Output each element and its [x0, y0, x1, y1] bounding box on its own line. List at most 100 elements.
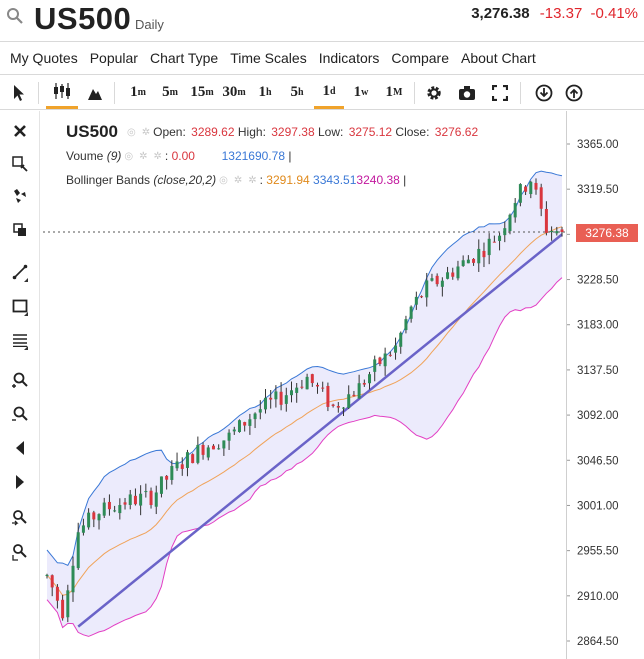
trendline	[77, 233, 563, 628]
remove-icon[interactable]: ✲	[153, 150, 162, 162]
candle-body	[45, 574, 49, 577]
close-icon[interactable]	[8, 120, 32, 142]
settings-small-icon[interactable]: ✲	[233, 174, 243, 186]
scroll-right-icon[interactable]	[8, 471, 32, 493]
eye-icon[interactable]: ◎	[219, 174, 228, 186]
copy-icon[interactable]	[8, 219, 32, 241]
candle-body	[555, 231, 559, 234]
candle-body	[113, 510, 117, 512]
zoom-in-icon[interactable]	[8, 369, 32, 391]
high-value: 3297.38	[271, 125, 315, 139]
candle-body	[399, 332, 403, 347]
candle-body	[430, 278, 434, 281]
timeframe-label: Daily	[135, 17, 164, 32]
candle-body	[388, 354, 392, 356]
candle-body	[529, 181, 533, 195]
y-tick-label: 3046.50	[577, 455, 619, 467]
candle-body	[404, 319, 408, 331]
menu-my-quotes[interactable]: My Quotes	[10, 50, 78, 66]
price-change-pct: -0.41%	[590, 5, 638, 22]
y-tick-label: 3228.50	[577, 275, 619, 287]
menu-popular[interactable]: Popular	[89, 50, 138, 66]
gear-icon[interactable]	[422, 76, 446, 109]
remove-icon[interactable]: ✲	[248, 174, 257, 186]
candle-body	[170, 466, 174, 480]
line-draw-icon[interactable]	[8, 261, 32, 283]
candle-body	[498, 235, 502, 241]
candle-body	[87, 512, 91, 528]
scroll-left-icon[interactable]	[8, 437, 32, 459]
candle-body	[123, 502, 127, 505]
candle-body	[316, 384, 320, 387]
candle-body	[305, 376, 309, 390]
price-chart[interactable]: 3365.003319.503274.003228.503183.003137.…	[0, 111, 644, 659]
y-tick-label: 3001.00	[577, 500, 619, 512]
candle-body	[503, 228, 507, 236]
timescale-30m[interactable]: 30 m	[222, 84, 246, 100]
menu-chart-type[interactable]: Chart Type	[149, 50, 219, 66]
eye-icon[interactable]: ◎	[124, 150, 134, 162]
candle-body	[409, 306, 413, 319]
magnet-icon[interactable]	[8, 507, 32, 529]
cursor-icon[interactable]	[8, 76, 30, 109]
search-icon[interactable]	[6, 7, 24, 25]
open-label: Open:	[153, 125, 186, 139]
low-label: Low:	[317, 125, 344, 139]
camera-icon[interactable]	[455, 76, 479, 109]
candle-body	[482, 250, 486, 258]
menu-bar: My Quotes Popular Chart Type Time Scales…	[0, 41, 644, 75]
candle-body	[456, 266, 460, 279]
fibonacci-icon[interactable]	[8, 329, 32, 351]
volume-label: Voume	[66, 149, 104, 163]
price-axis-border	[566, 111, 567, 659]
settings-small-icon[interactable]: ✲	[141, 126, 151, 138]
price-change: -13.37	[539, 5, 583, 22]
candle-body	[383, 353, 387, 367]
cursor-cross-icon[interactable]	[8, 153, 32, 175]
y-tick-label: 3183.00	[577, 320, 619, 332]
timescale-15m[interactable]: 15 m	[190, 84, 214, 100]
menu-about-chart[interactable]: About Chart	[461, 50, 536, 66]
candle-body	[420, 296, 424, 298]
eye-icon[interactable]: ◎	[126, 126, 136, 138]
fullscreen-icon[interactable]	[488, 76, 512, 109]
high-label: High:	[237, 125, 266, 139]
y-tick-label: 3319.50	[577, 184, 619, 196]
close-value: 3276.62	[434, 125, 479, 139]
candle-body	[357, 383, 361, 399]
menu-indicators[interactable]: Indicators	[318, 50, 380, 66]
candlestick-icon[interactable]	[46, 76, 78, 109]
candle-body	[196, 444, 200, 463]
download-icon[interactable]	[532, 76, 556, 109]
candle-body	[149, 490, 153, 506]
separator	[520, 82, 521, 104]
y-tick-label: 2864.50	[577, 636, 619, 648]
symbol-title: US500	[34, 1, 132, 36]
candle-body	[477, 248, 481, 264]
candle-body	[191, 454, 195, 464]
rectangle-icon[interactable]	[8, 295, 32, 317]
candle-body	[461, 260, 465, 266]
candle-body	[513, 202, 517, 218]
zoom-out-icon[interactable]	[8, 403, 32, 425]
candle-body	[368, 374, 372, 384]
settings-crosshair-icon[interactable]	[8, 541, 32, 563]
settings-small-icon[interactable]: ✲	[139, 150, 148, 162]
y-tick-label: 2955.50	[577, 546, 619, 558]
menu-compare[interactable]: Compare	[391, 50, 450, 66]
pattern-icon[interactable]	[8, 185, 32, 207]
candle-body	[55, 586, 59, 601]
candle-body	[518, 184, 522, 203]
mountain-icon[interactable]	[84, 76, 106, 109]
candle-body	[435, 275, 439, 285]
menu-time-scales[interactable]: Time Scales	[230, 50, 307, 66]
upload-icon[interactable]	[562, 76, 586, 109]
open-value: 3289.62	[191, 125, 235, 139]
